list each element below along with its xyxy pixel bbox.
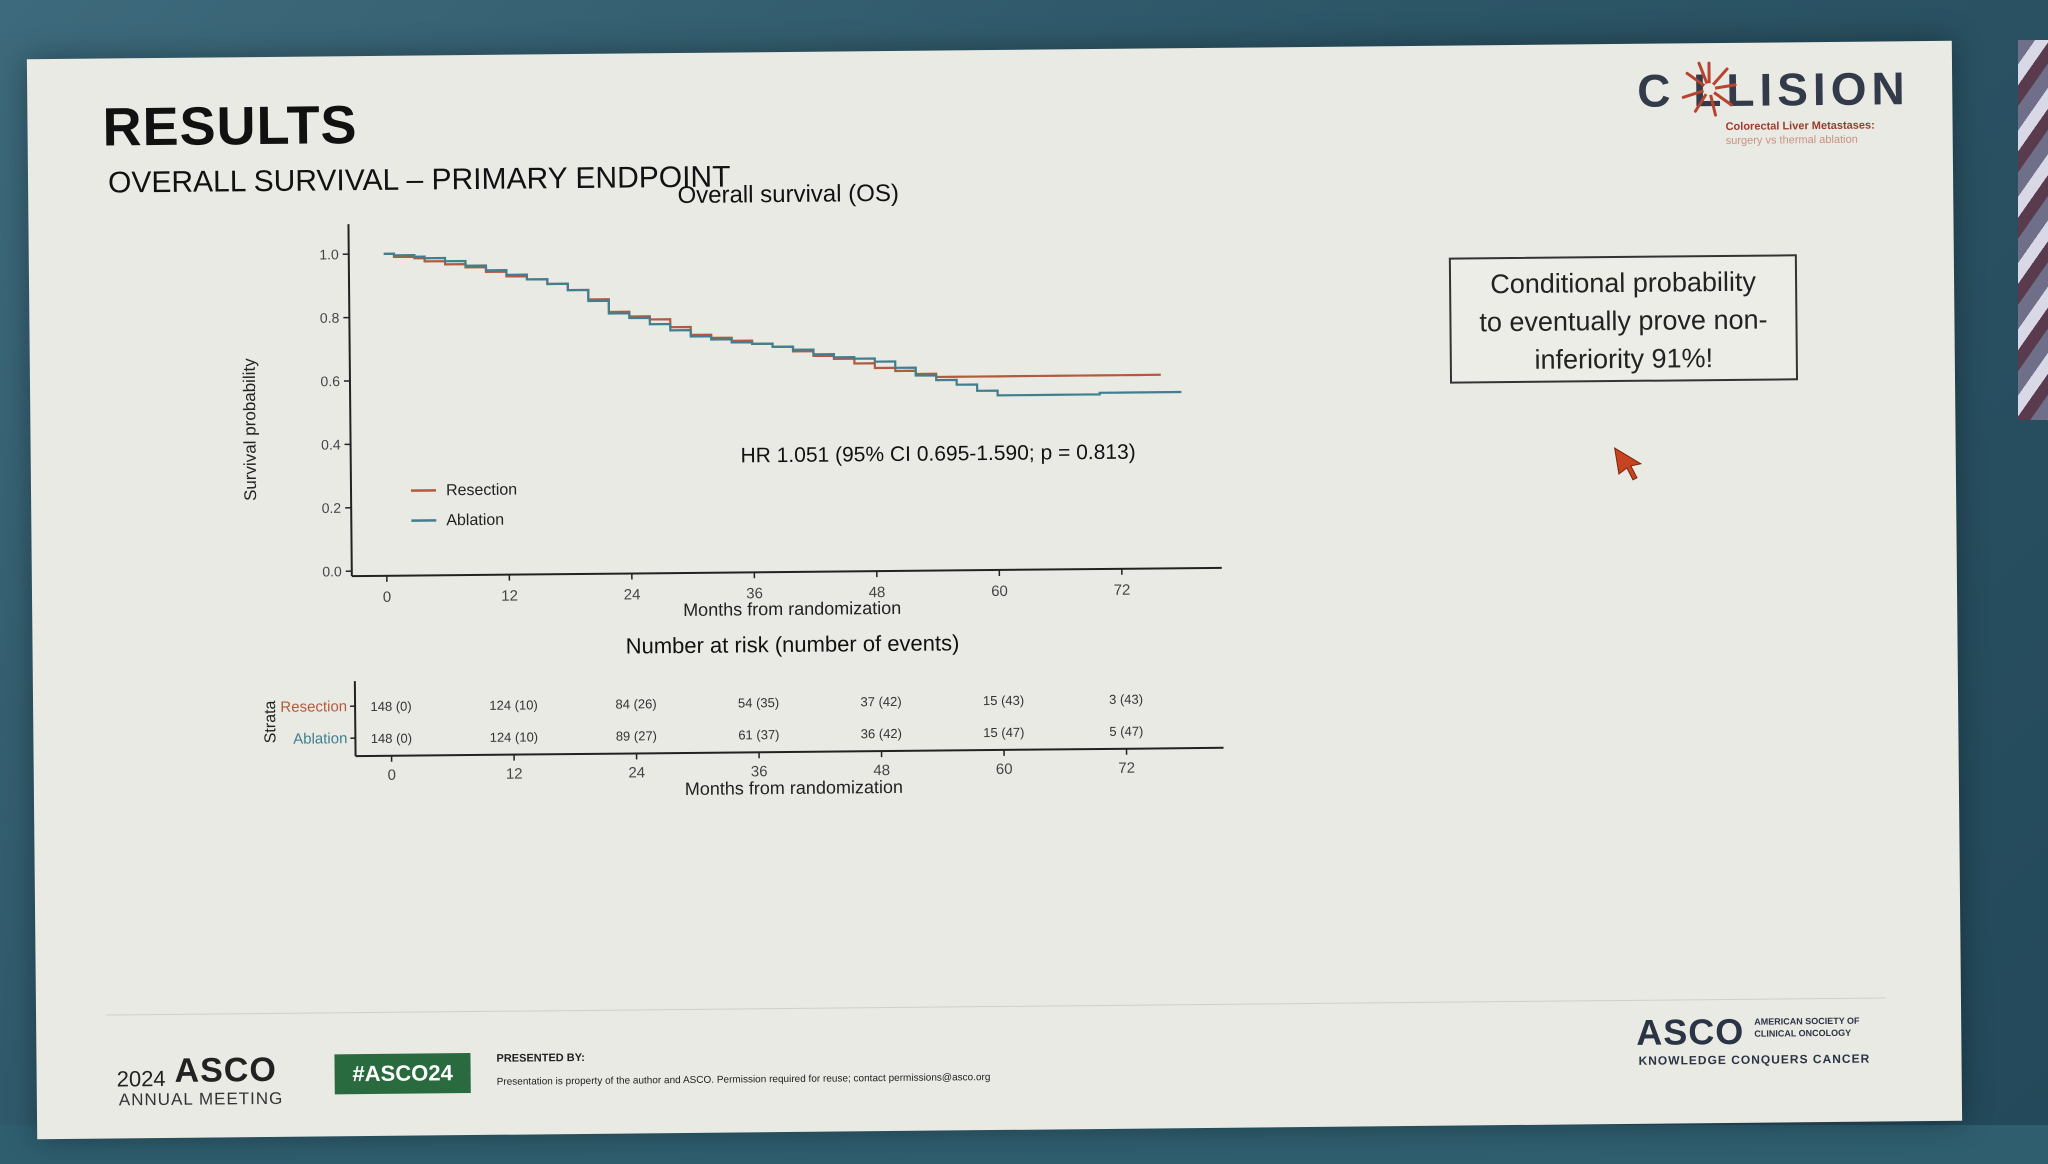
risk-table-cell: 15 (47) — [983, 725, 1024, 740]
x-axis-label: Months from randomization — [683, 598, 901, 620]
risk-x-tick-label: 72 — [1118, 760, 1135, 777]
risk-table-cell: 61 (37) — [738, 727, 779, 742]
property-notice: Presentation is property of the author a… — [496, 1072, 991, 1088]
risk-table-x-label: Months from randomization — [685, 777, 903, 799]
y-tick-label: 0.4 — [321, 436, 341, 452]
sunburst-icon — [1681, 61, 1737, 117]
meeting-year: 2024 — [116, 1065, 166, 1092]
risk-table-cell: 37 (42) — [860, 694, 901, 709]
risk-row-label-resection: Resection — [280, 698, 347, 716]
presented-by-label: PRESENTED BY: — [496, 1051, 585, 1065]
legend-label-resection: Resection — [446, 482, 517, 500]
risk-x-tick-label: 36 — [751, 763, 768, 780]
y-tick-label: 0.8 — [320, 310, 340, 326]
y-tick-label: 0.6 — [320, 373, 340, 389]
risk-table-cell: 3 (43) — [1109, 692, 1143, 707]
risk-table-cell: 84 (26) — [615, 696, 656, 711]
y-tick-label: 0.0 — [322, 563, 342, 579]
y-tick-label: 1.0 — [319, 246, 339, 262]
hashtag-badge: #ASCO24 — [334, 1053, 471, 1095]
risk-table-cell: 124 (10) — [489, 697, 538, 712]
asco-society-logo: ASCO AMERICAN SOCIETY OF CLINICAL ONCOLO… — [1636, 1009, 1887, 1071]
risk-x-tick-label: 12 — [506, 766, 523, 783]
asco-wordmark: ASCO — [174, 1050, 277, 1090]
y-axis-line — [347, 224, 353, 577]
risk-x-tick-label: 0 — [387, 767, 396, 784]
risk-table-cell: 148 (0) — [370, 699, 411, 714]
x-tick-label: 72 — [1114, 582, 1131, 599]
risk-table-cell: 15 (43) — [983, 693, 1024, 708]
risk-table-cell: 124 (10) — [490, 729, 539, 744]
risk-table-cell: 36 (42) — [861, 726, 902, 741]
legend-label-ablation: Ablation — [446, 512, 504, 530]
x-tick-label: 24 — [624, 586, 641, 603]
x-axis-line — [351, 566, 1222, 578]
asco-tagline: KNOWLEDGE CONQUERS CANCER — [1638, 1051, 1871, 1068]
risk-table-cell: 54 (35) — [738, 695, 779, 710]
risk-table-title: Number at risk (number of events) — [626, 630, 960, 658]
hazard-ratio-annotation: HR 1.051 (95% CI 0.695-1.590; p = 0.813) — [740, 441, 1135, 468]
annual-meeting-label: ANNUAL MEETING — [118, 1088, 284, 1110]
risk-table-cell: 5 (47) — [1109, 724, 1143, 739]
risk-x-tick-label: 48 — [873, 762, 890, 779]
risk-table-cell: 89 (27) — [616, 728, 657, 743]
x-tick-label: 60 — [991, 583, 1008, 600]
strata-label: Strata — [262, 700, 279, 743]
x-tick-label: 0 — [383, 589, 392, 606]
risk-table-x-axis — [355, 746, 1224, 758]
risk-x-tick-label: 60 — [996, 761, 1013, 778]
chart-title: Overall survival (OS) — [677, 180, 899, 209]
background-decoration — [2018, 40, 2048, 420]
x-tick-label: 48 — [869, 584, 886, 601]
asco-society-wordmark: ASCO — [1636, 1010, 1745, 1053]
collision-logo: C LLISION Colorectal Liver Metastases: s… — [1637, 61, 1938, 154]
survival-curve-resection — [383, 252, 1161, 379]
presentation-slide: RESULTS OVERALL SURVIVAL – PRIMARY ENDPO… — [26, 40, 1963, 1140]
asco-society-name-2: CLINICAL ONCOLOGY — [1754, 1027, 1852, 1039]
risk-x-tick-label: 24 — [628, 764, 645, 781]
y-tick-label: 0.2 — [322, 500, 342, 516]
survival-curve-ablation — [383, 252, 1182, 397]
x-tick-label: 12 — [501, 588, 518, 605]
survival-chart: Overall survival (OS) 0.0 0.2 0.4 0.6 0.8 1.0 S… — [240, 180, 1224, 799]
x-tick-label: 36 — [746, 585, 763, 602]
risk-table-cell: 148 (0) — [371, 731, 412, 746]
mouse-cursor-icon — [1613, 447, 1643, 481]
risk-table-y-axis — [353, 681, 357, 757]
asco-society-name: AMERICAN SOCIETY OF — [1754, 1015, 1860, 1027]
risk-row-label-ablation: Ablation — [293, 730, 347, 748]
y-axis-label: Survival probability — [240, 358, 260, 501]
